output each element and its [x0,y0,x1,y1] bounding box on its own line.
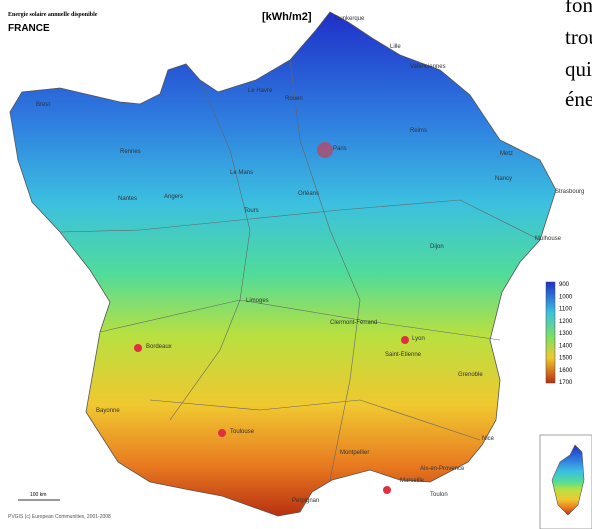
scale-label: 100 km [30,492,46,498]
credit: PVGIS (c) European Communities, 2001-200… [8,514,111,520]
city-label: Nantes [118,196,137,202]
subtitle: Energie solaire annuelle disponible [8,12,98,18]
city-label: Rennes [120,149,141,155]
legend-tick: 1000 [559,294,573,300]
city-label: Reims [410,128,427,134]
region-borders [59,59,541,481]
city-label: Aix-en-Provence [420,466,465,472]
city-label: Angers [164,194,183,200]
legend-tick: 1700 [559,380,573,386]
city-label: Toulouse [230,429,255,435]
city-label: Strasbourg [555,189,584,195]
city-label: Limoges [246,298,269,304]
legend-tick: 900 [559,282,570,288]
legend-tick: 1400 [559,343,573,349]
city-label: Saint-Etienne [385,352,422,358]
city-label: Bordeaux [146,344,172,350]
city-label: Nice [482,436,495,442]
city-labels: Dunkerque Lille Valenciennes Le Havre Ro… [36,16,584,504]
title: FRANCE [8,23,50,34]
legend-tick: 1100 [559,307,573,313]
city-dots [134,142,409,494]
city-label: Tours [244,208,259,214]
unit: [kWh/m2] [262,11,312,23]
color-bar [545,281,556,384]
corsica [551,444,585,516]
city-label: Perpignan [292,498,319,504]
city-label: Toulon [430,492,448,498]
city-label: Paris [333,146,347,152]
legend-tick: 1600 [559,368,573,374]
city-label: Le Mans [230,170,253,176]
side-text: trou [565,25,592,49]
city-label: Grenoble [458,372,483,378]
city-label: Dijon [430,244,444,250]
city-label: Brest [36,102,50,108]
city-label: Nancy [495,176,512,182]
side-text: fond [565,0,592,17]
city-label: Clermont-Ferrand [330,320,377,326]
city-label: Mulhouse [535,236,562,242]
city-label: Le Havre [248,88,273,94]
legend-tick: 1500 [559,356,573,362]
side-text: qui [565,57,592,81]
city-label: Lyon [412,336,425,342]
city-label: Valenciennes [410,64,446,70]
city-label: Lille [390,44,401,50]
city-label: Marseille [400,478,425,484]
city-label: Rouen [285,96,303,102]
france [9,11,557,517]
legend-tick: 1300 [559,331,573,337]
legend-ticks: 900 1000 1100 1200 1300 1400 1500 1600 1700 [559,282,573,386]
city-label: Dunkerque [335,16,365,22]
city-label: Metz [500,151,513,157]
side-text: éne [565,87,592,111]
city-label: Bayonne [96,408,120,414]
city-label: Montpellier [340,450,369,456]
legend-tick: 1200 [559,319,573,325]
city-label: Orléans [298,191,319,197]
